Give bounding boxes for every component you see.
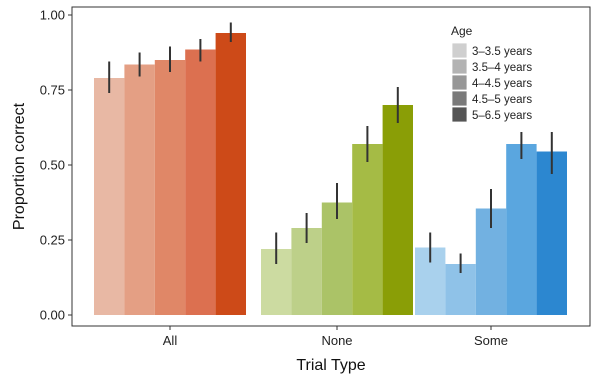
x-tick-label: None	[321, 333, 352, 348]
x-tick-label: Some	[474, 333, 508, 348]
y-tick-label: 0.75	[40, 83, 65, 98]
legend-title: Age	[451, 24, 473, 38]
x-tick-label: All	[163, 333, 178, 348]
legend: Age 3–3.5 years 3.5–4 years 4–4.5 years 4.5…	[451, 24, 532, 123]
y-tick-label: 1.00	[40, 8, 65, 23]
y-axis-ticks: 0.00 0.25 0.50 0.75 1.00	[40, 8, 72, 323]
bar-all-age-1	[94, 78, 125, 315]
bar-all-age-4	[185, 49, 216, 315]
bar-all-age-2	[124, 64, 155, 315]
y-tick-label: 0.50	[40, 158, 65, 173]
bar-none-age-4	[352, 144, 383, 315]
bar-none-age-5	[382, 105, 413, 315]
plot-panel-border	[71, 6, 591, 327]
error-bars	[108, 22, 553, 273]
bar-all-age-5	[215, 33, 246, 315]
legend-swatch	[451, 42, 468, 59]
x-axis-ticks: All None Some	[163, 326, 508, 348]
y-tick-label: 0.25	[40, 233, 65, 248]
legend-label: 4–4.5 years	[472, 78, 532, 90]
y-tick-label: 0.00	[40, 308, 65, 323]
y-axis-title: Proportion correct	[11, 102, 28, 230]
legend-label: 4.5–5 years	[472, 94, 532, 106]
bar-some-age-5	[536, 151, 567, 315]
x-axis-title: Trial Type	[296, 357, 365, 374]
bar-all-age-3	[154, 60, 186, 315]
legend-label: 5–6.5 years	[472, 110, 532, 122]
bar-some-age-4	[506, 144, 537, 315]
legend-swatch	[451, 90, 468, 107]
bar-none-age-3	[321, 202, 353, 315]
legend-swatch	[451, 106, 468, 123]
bar-marks	[94, 33, 567, 315]
legend-label: 3–3.5 years	[472, 46, 532, 58]
legend-swatch	[451, 74, 468, 91]
legend-label: 3.5–4 years	[472, 62, 532, 74]
legend-swatch	[451, 58, 468, 75]
